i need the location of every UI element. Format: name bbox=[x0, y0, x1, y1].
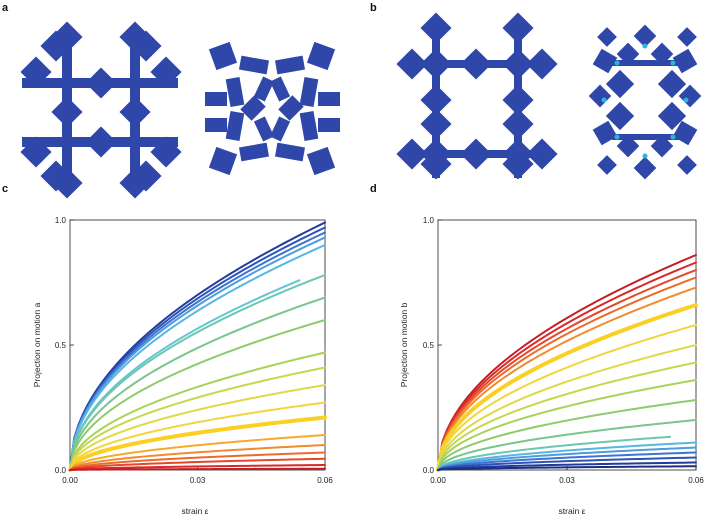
series-line bbox=[437, 286, 697, 471]
chart-c: 0.0 0.5 1.0 0.00 0.03 0.06 strain ε Projectio… bbox=[32, 216, 333, 516]
chart-c-series-group bbox=[68, 221, 327, 472]
series-line bbox=[69, 464, 326, 471]
x-tick-label: 0.03 bbox=[559, 476, 575, 485]
structure-a-undeformed bbox=[20, 21, 182, 199]
series-line bbox=[69, 231, 326, 471]
series-line bbox=[69, 279, 301, 471]
series-line bbox=[437, 276, 697, 471]
series-line bbox=[69, 434, 326, 471]
y-tick-label: 0.0 bbox=[423, 466, 435, 475]
structure-b-deformed bbox=[588, 24, 702, 180]
x-tick-label: 0.03 bbox=[190, 476, 206, 485]
series-line bbox=[69, 221, 326, 471]
panel-label-a: a bbox=[2, 2, 9, 14]
chart-c-ylabel: Projection on motion a bbox=[32, 302, 42, 387]
series-line bbox=[69, 401, 326, 471]
x-tick-label: 0.06 bbox=[317, 476, 333, 485]
chart-d: 0.0 0.5 1.0 0.00 0.03 0.06 strain ε Projectio… bbox=[399, 216, 704, 516]
series-line bbox=[437, 344, 697, 471]
series-line bbox=[69, 244, 326, 471]
series-line bbox=[69, 274, 326, 471]
series-line bbox=[437, 361, 697, 471]
series-line bbox=[69, 451, 326, 471]
panel-label-c: c bbox=[2, 183, 9, 195]
series-line bbox=[69, 319, 326, 471]
series-line bbox=[437, 254, 697, 471]
series-line bbox=[69, 457, 326, 471]
chart-c-xlabel: strain ε bbox=[182, 506, 209, 516]
panel-label-d: d bbox=[370, 183, 377, 195]
y-tick-label: 1.0 bbox=[423, 216, 435, 225]
series-line bbox=[69, 236, 326, 471]
x-tick-label: 0.00 bbox=[430, 476, 446, 485]
series-line bbox=[69, 366, 326, 471]
series-line bbox=[68, 415, 327, 472]
panel-label-b: b bbox=[370, 2, 377, 14]
y-tick-label: 0.5 bbox=[423, 341, 435, 350]
chart-d-series-group bbox=[436, 254, 698, 472]
plot-frame bbox=[437, 219, 697, 471]
y-tick-label: 1.0 bbox=[55, 216, 67, 225]
series-line bbox=[437, 456, 697, 471]
series-line bbox=[69, 444, 326, 471]
series-line bbox=[437, 435, 672, 471]
chart-d-xlabel: strain ε bbox=[559, 506, 586, 516]
series-line bbox=[437, 379, 697, 471]
series-line bbox=[69, 467, 326, 471]
y-tick-label: 0.0 bbox=[55, 466, 67, 475]
series-line bbox=[437, 324, 697, 471]
series-line bbox=[437, 419, 697, 471]
y-tick-label: 0.5 bbox=[55, 341, 67, 350]
x-tick-label: 0.06 bbox=[688, 476, 704, 485]
structure-a-deformed bbox=[205, 41, 340, 176]
chart-d-ylabel: Projection on motion b bbox=[399, 302, 409, 387]
series-line bbox=[437, 261, 697, 471]
series-line bbox=[437, 451, 697, 471]
series-line bbox=[437, 441, 697, 471]
series-line bbox=[437, 446, 697, 471]
series-line bbox=[437, 399, 697, 471]
mechanism-illustrations bbox=[20, 12, 702, 199]
structure-b-undeformed bbox=[396, 12, 558, 180]
x-tick-label: 0.00 bbox=[62, 476, 78, 485]
series-line bbox=[69, 351, 326, 471]
series-line bbox=[436, 303, 698, 472]
series-line bbox=[69, 384, 326, 471]
series-line bbox=[69, 226, 326, 471]
series-line bbox=[437, 465, 697, 471]
series-line bbox=[69, 296, 326, 471]
series-line bbox=[437, 269, 697, 471]
series-line bbox=[437, 461, 697, 471]
